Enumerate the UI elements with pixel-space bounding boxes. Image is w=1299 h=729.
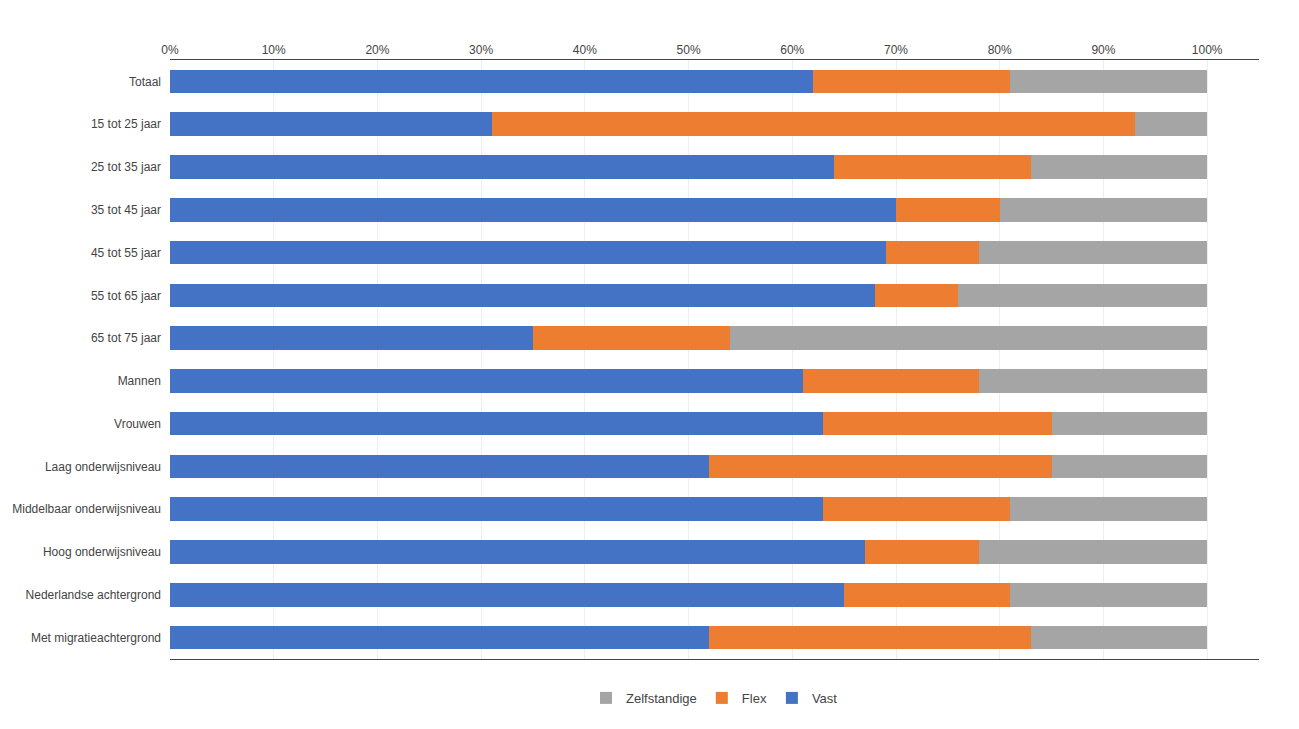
- svg-text:Vrouwen: Vrouwen: [114, 417, 161, 431]
- svg-text:Middelbaar onderwijsniveau: Middelbaar onderwijsniveau: [12, 502, 161, 516]
- svg-text:40%: 40%: [573, 43, 597, 57]
- svg-text:Totaal: Totaal: [129, 75, 161, 89]
- svg-text:25 tot 35 jaar: 25 tot 35 jaar: [91, 160, 161, 174]
- svg-text:50%: 50%: [677, 43, 701, 57]
- svg-text:100%: 100%: [1192, 43, 1223, 57]
- svg-text:Nederlandse achtergrond: Nederlandse achtergrond: [26, 588, 161, 602]
- svg-text:Zelfstandige: Zelfstandige: [626, 691, 697, 706]
- svg-text:Mannen: Mannen: [118, 374, 161, 388]
- svg-text:30%: 30%: [469, 43, 493, 57]
- svg-text:60%: 60%: [780, 43, 804, 57]
- svg-text:Hoog onderwijsniveau: Hoog onderwijsniveau: [43, 545, 161, 559]
- svg-text:15 tot 25 jaar: 15 tot 25 jaar: [91, 117, 161, 131]
- svg-text:Vast: Vast: [812, 691, 837, 706]
- svg-text:Laag onderwijsniveau: Laag onderwijsniveau: [45, 460, 161, 474]
- svg-text:20%: 20%: [365, 43, 389, 57]
- svg-text:Flex: Flex: [742, 691, 767, 706]
- svg-text:35 tot 45 jaar: 35 tot 45 jaar: [91, 203, 161, 217]
- svg-text:80%: 80%: [988, 43, 1012, 57]
- svg-text:70%: 70%: [884, 43, 908, 57]
- svg-text:10%: 10%: [262, 43, 286, 57]
- svg-text:45 tot 55 jaar: 45 tot 55 jaar: [91, 246, 161, 260]
- svg-text:Met migratieachtergrond: Met migratieachtergrond: [31, 631, 161, 645]
- svg-text:65 tot 75 jaar: 65 tot 75 jaar: [91, 331, 161, 345]
- svg-text:90%: 90%: [1091, 43, 1115, 57]
- svg-text:55 tot 65 jaar: 55 tot 65 jaar: [91, 289, 161, 303]
- svg-text:0%: 0%: [161, 43, 179, 57]
